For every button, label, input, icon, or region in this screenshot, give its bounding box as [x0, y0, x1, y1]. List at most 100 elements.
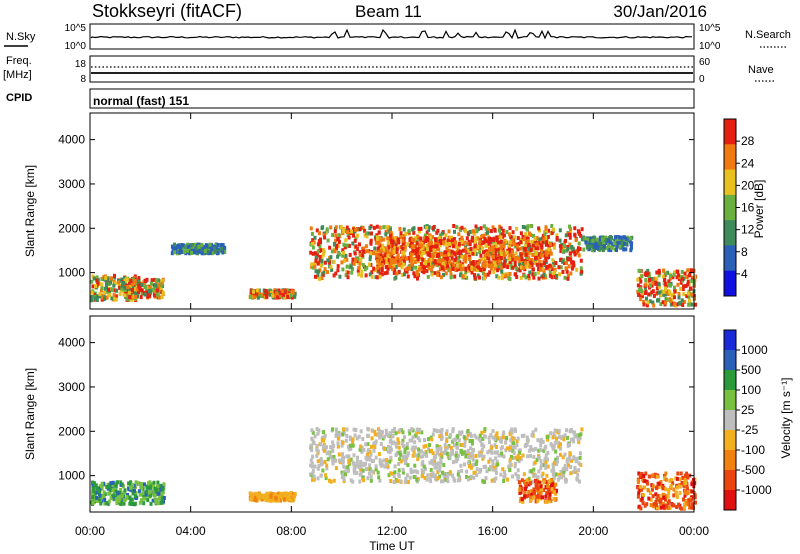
velocity-cell	[311, 430, 315, 435]
velocity-cell	[111, 480, 115, 485]
velocity-cell	[565, 457, 569, 462]
power-cell	[203, 251, 207, 256]
velocity-cell	[496, 450, 500, 455]
power-cell	[394, 236, 398, 241]
noise-sky-trace	[90, 28, 692, 40]
power-cell	[380, 267, 384, 271]
velocity-cell	[127, 481, 131, 486]
power-cell	[113, 281, 117, 286]
power-cell	[624, 241, 628, 246]
velocity-cell	[506, 477, 510, 482]
velocity-cell	[279, 492, 283, 497]
power-cell	[568, 242, 572, 247]
velocity-cell	[537, 456, 541, 460]
power-cell	[651, 280, 655, 285]
power-cell	[544, 226, 548, 231]
velocity-cell	[664, 503, 668, 508]
velocity-cell	[518, 499, 522, 504]
velocity-cell	[529, 469, 533, 474]
power-cell	[677, 292, 681, 296]
power-cell	[429, 257, 433, 262]
velocity-cell	[452, 438, 456, 443]
power-cell	[528, 245, 532, 250]
velocity-cell	[568, 443, 571, 447]
power-cell	[505, 250, 509, 255]
power-cell	[564, 238, 567, 243]
velocity-cell	[428, 476, 432, 481]
velocity-cell	[451, 451, 455, 456]
velocity-cell	[347, 447, 351, 452]
noise-sky-label: N.Sky	[6, 31, 36, 43]
velocity-cell	[469, 434, 473, 438]
power-cell	[497, 240, 501, 245]
power-cell	[482, 233, 486, 238]
power-cell	[505, 230, 509, 234]
power-cell	[524, 240, 528, 244]
power-cell	[639, 294, 643, 299]
power-cell	[385, 246, 388, 251]
velocity-cell	[488, 457, 492, 462]
velocity-cell	[638, 473, 642, 478]
power-cell	[137, 276, 141, 281]
power-cell	[530, 258, 534, 262]
velocity-cell	[439, 452, 443, 457]
power-cell	[127, 290, 131, 295]
power-cell	[687, 302, 691, 307]
power-cell	[346, 230, 349, 235]
power-cell	[155, 292, 159, 297]
velocity-cell	[114, 488, 118, 493]
velocity-cell	[683, 505, 686, 510]
velocity-cell	[90, 491, 94, 496]
power-cell	[384, 232, 388, 237]
power-cell	[674, 303, 678, 308]
power-colorbar-tick-label: 8	[741, 245, 748, 259]
power-cell	[508, 257, 512, 262]
velocity-cell	[487, 459, 491, 464]
power-cell	[450, 249, 454, 254]
velocity-cell	[531, 430, 535, 435]
power-cell	[495, 256, 498, 261]
velocity-cell	[439, 446, 443, 451]
power-cell	[486, 256, 490, 260]
velocity-cell	[649, 497, 653, 502]
velocity-cell	[466, 448, 470, 453]
power-cell	[519, 246, 523, 251]
velocity-cell	[534, 446, 538, 451]
power-cell	[548, 263, 552, 268]
velocity-cell	[529, 495, 533, 500]
velocity-cell	[556, 459, 559, 464]
power-colorbar-tick-label: 28	[741, 134, 755, 148]
velocity-cell	[451, 449, 454, 454]
power-cell	[203, 249, 207, 253]
velocity-colorbar-tick-label: -100	[741, 443, 765, 457]
power-cell	[524, 232, 528, 237]
power-cell	[100, 277, 104, 281]
velocity-cell	[315, 447, 319, 452]
power-cell	[129, 279, 133, 283]
velocity-cell	[508, 446, 512, 451]
velocity-cell	[342, 470, 346, 475]
power-cell	[544, 258, 548, 263]
power-cell	[500, 276, 504, 281]
velocity-cell	[401, 454, 405, 459]
power-cell	[392, 263, 396, 268]
power-cell	[531, 267, 535, 272]
velocity-cell	[532, 454, 536, 459]
velocity-cell	[111, 488, 115, 493]
power-colorbar-tick-label: 4	[741, 267, 748, 281]
power-cell	[98, 281, 102, 286]
power-cell	[144, 285, 147, 290]
power-cell	[419, 236, 423, 241]
velocity-cell	[516, 477, 520, 481]
velocity-cell	[478, 433, 482, 438]
power-cell	[178, 250, 182, 255]
power-cell	[474, 224, 478, 229]
power-cell	[349, 264, 353, 269]
power-cell	[661, 274, 665, 279]
power-cell	[473, 275, 477, 280]
power-cell	[577, 241, 581, 246]
velocity-cell	[473, 433, 477, 438]
power-cell	[517, 259, 521, 263]
power-cell	[458, 264, 462, 268]
velocity-cell	[122, 501, 126, 506]
